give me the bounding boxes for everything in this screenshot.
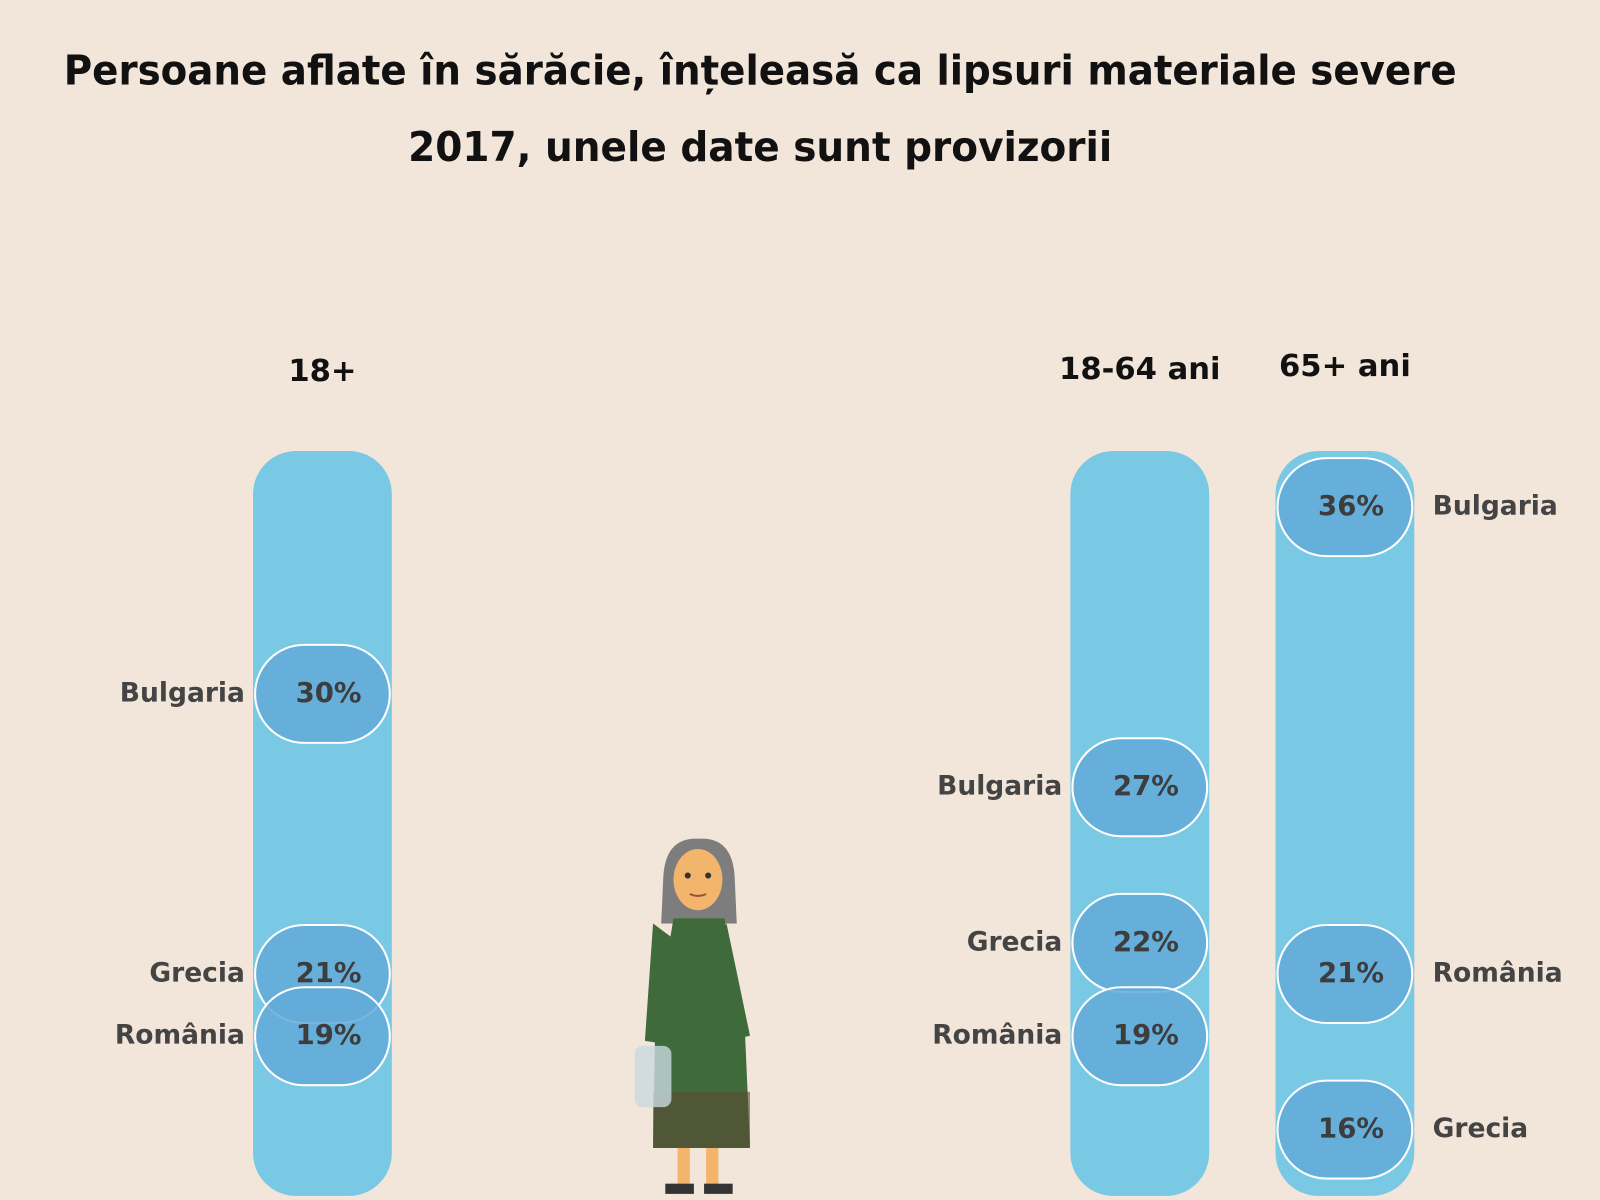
country-label: România [932,1020,1062,1051]
country-label: Grecia [149,957,245,988]
value-pill [254,643,391,744]
value-label: 36% [1318,490,1384,522]
value-label: 21% [1318,957,1384,989]
country-label: Bulgaria [937,771,1062,802]
panel-title: 18-64 ani [1059,352,1221,387]
country-label: Grecia [967,926,1063,957]
value-pill [1276,457,1414,558]
value-label: 30% [296,677,362,709]
chart-title: Persoane aflate în sărăcie, înțeleasă ca… [64,46,1457,94]
value-label: 27% [1113,770,1179,802]
country-label: Bulgaria [120,677,245,708]
value-label: 19% [296,1019,362,1051]
value-pill [1276,1079,1414,1180]
value-label: 16% [1318,1113,1384,1145]
woman-illustration [634,838,750,1194]
panel-title: 18+ [288,354,356,389]
value-pill [1071,986,1209,1087]
country-label: România [115,1020,245,1051]
value-label: 19% [1113,1019,1179,1051]
value-pill [1071,737,1209,838]
value-label: 21% [296,957,362,989]
country-label: România [1433,957,1563,988]
country-label: Bulgaria [1433,491,1558,522]
panel-title: 65+ ani [1279,349,1411,384]
value-pill [1276,923,1414,1024]
value-label: 22% [1113,926,1179,958]
value-pill [254,986,391,1087]
country-label: Grecia [1433,1113,1529,1144]
chart-subtitle: 2017, unele date sunt provizorii [408,123,1112,171]
